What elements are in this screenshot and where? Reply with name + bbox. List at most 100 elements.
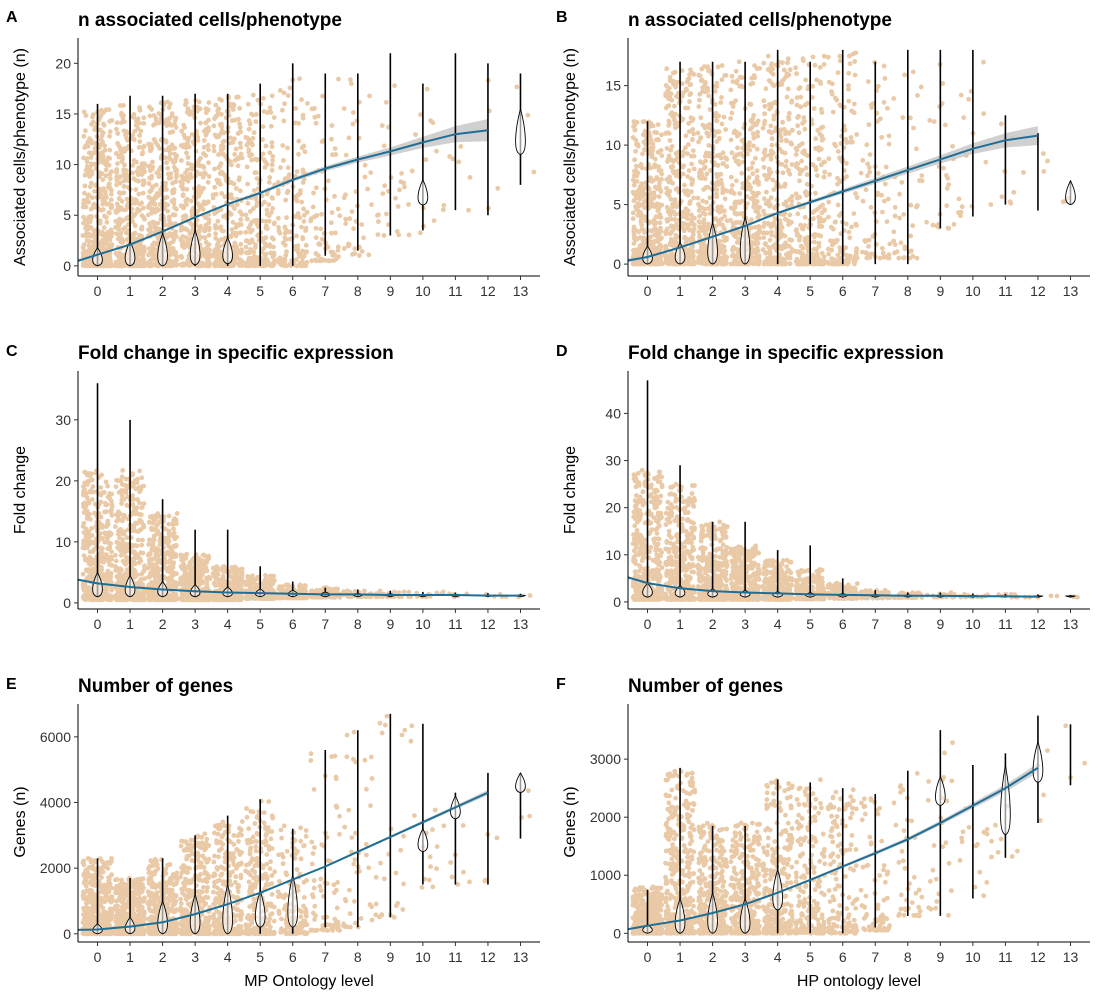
x-tick-label: 3 [741,949,749,965]
y-tick-label: 5 [63,207,71,223]
x-tick-label: 9 [936,283,944,299]
x-tick-label: 7 [871,283,879,299]
data-points-level-13 [1063,723,1087,780]
x-tick-label: 11 [448,616,463,632]
x-tick-label: 8 [354,949,362,965]
x-tick-label: 1 [676,283,684,299]
x-tick-label: 7 [871,949,879,965]
x-tick-label: 13 [1063,949,1079,965]
violin-level-6 [287,874,298,928]
x-tick-label: 6 [839,616,847,632]
violin-level-5 [254,889,266,928]
x-tick-label: 4 [224,283,232,299]
x-tick-label: 7 [321,949,329,965]
x-tick-label: 7 [321,616,329,632]
data-points-level-5 [793,53,828,267]
x-tick-label: 3 [741,283,749,299]
x-tick-label: 8 [904,616,912,632]
violin-level-2 [157,232,168,267]
data-points-level-2 [145,511,180,603]
x-tick-label: 12 [480,283,496,299]
x-tick-label: 0 [644,283,652,299]
x-tick-label: 5 [806,949,814,965]
x-tick-label: 0 [94,283,102,299]
x-tick-label: 1 [676,949,684,965]
y-tick-label: 10 [605,137,621,153]
x-tick-label: 0 [94,616,102,632]
x-tick-label: 7 [871,616,879,632]
x-tick-label: 5 [256,616,264,632]
panel-d: D Fold change in specific expression Fol… [556,343,1090,632]
x-tick-label: 5 [806,283,814,299]
data-points-level-8 [891,69,925,261]
panel-e: E Number of genes Genes (n) MP Ontology … [6,676,540,990]
data-points-level-5 [243,798,278,937]
x-tick-label: 8 [354,616,362,632]
violin-level-3 [189,229,201,266]
y-tick-label: 0 [613,256,621,272]
data-points-level-6 [275,76,310,269]
panel-a-title: n associated cells/phenotype [78,10,342,31]
data-points-level-9 [374,83,407,238]
x-tick-label: 12 [1030,616,1046,632]
x-tick-label: 12 [1030,949,1046,965]
violin-level-1 [124,240,136,267]
x-tick-label: 2 [159,949,167,965]
x-tick-label: 5 [256,949,264,965]
x-tick-label: 1 [126,283,134,299]
data-points-level-1 [663,66,697,267]
x-tick-label: 10 [415,283,431,299]
panel-d-ylabel: Fold change [562,446,579,534]
x-tick-label: 10 [965,283,981,299]
data-points-level-12 [1021,151,1050,175]
x-tick-label: 4 [224,616,232,632]
x-tick-label: 12 [1030,283,1046,299]
y-tick-label: 0 [63,595,71,611]
panel-f: F Number of genes Genes (n) HP ontology … [556,676,1090,990]
x-tick-label: 2 [159,616,167,632]
x-tick-label: 6 [289,949,297,965]
x-tick-label: 0 [94,949,102,965]
panel-f-xlabel: HP ontology level [797,973,921,990]
x-tick-label: 11 [998,283,1013,299]
violin-level-12 [1032,740,1044,783]
data-points-level-2 [695,519,730,602]
panel-d-title: Fold change in specific expression [628,343,944,364]
trend-line [627,576,1038,598]
y-tick-label: 0 [613,925,621,941]
violin-level-13 [1065,595,1076,598]
panel-f-ylabel: Genes (n) [562,786,579,857]
x-tick-label: 10 [415,949,431,965]
x-tick-label: 4 [774,949,782,965]
x-tick-label: 6 [289,283,297,299]
data-points-level-7 [858,796,892,933]
x-tick-label: 11 [998,949,1013,965]
x-tick-label: 13 [513,949,529,965]
panel-c-letter: C [6,343,18,360]
data-points-level-10 [408,723,440,890]
trend-line [627,767,1039,931]
violin-level-1 [674,897,686,934]
violin-level-13 [515,107,526,155]
x-tick-label: 9 [386,283,394,299]
y-tick-label: 2000 [40,860,71,876]
x-tick-label: 9 [386,616,394,632]
x-tick-label: 12 [480,949,496,965]
y-tick-label: 20 [55,473,71,489]
data-points-level-11 [440,144,473,213]
panel-e-letter: E [6,676,17,693]
violin-level-13 [515,772,526,794]
x-tick-label: 13 [1063,616,1079,632]
x-tick-label: 13 [513,616,529,632]
panel-c-title: Fold change in specific expression [78,343,394,364]
x-tick-label: 9 [936,616,944,632]
x-tick-label: 1 [126,616,134,632]
violin-level-3 [739,897,751,934]
data-points-level-6 [275,823,310,937]
y-tick-label: 1000 [590,867,621,883]
x-tick-label: 5 [806,616,814,632]
x-tick-label: 1 [126,949,134,965]
x-tick-label: 4 [774,616,782,632]
